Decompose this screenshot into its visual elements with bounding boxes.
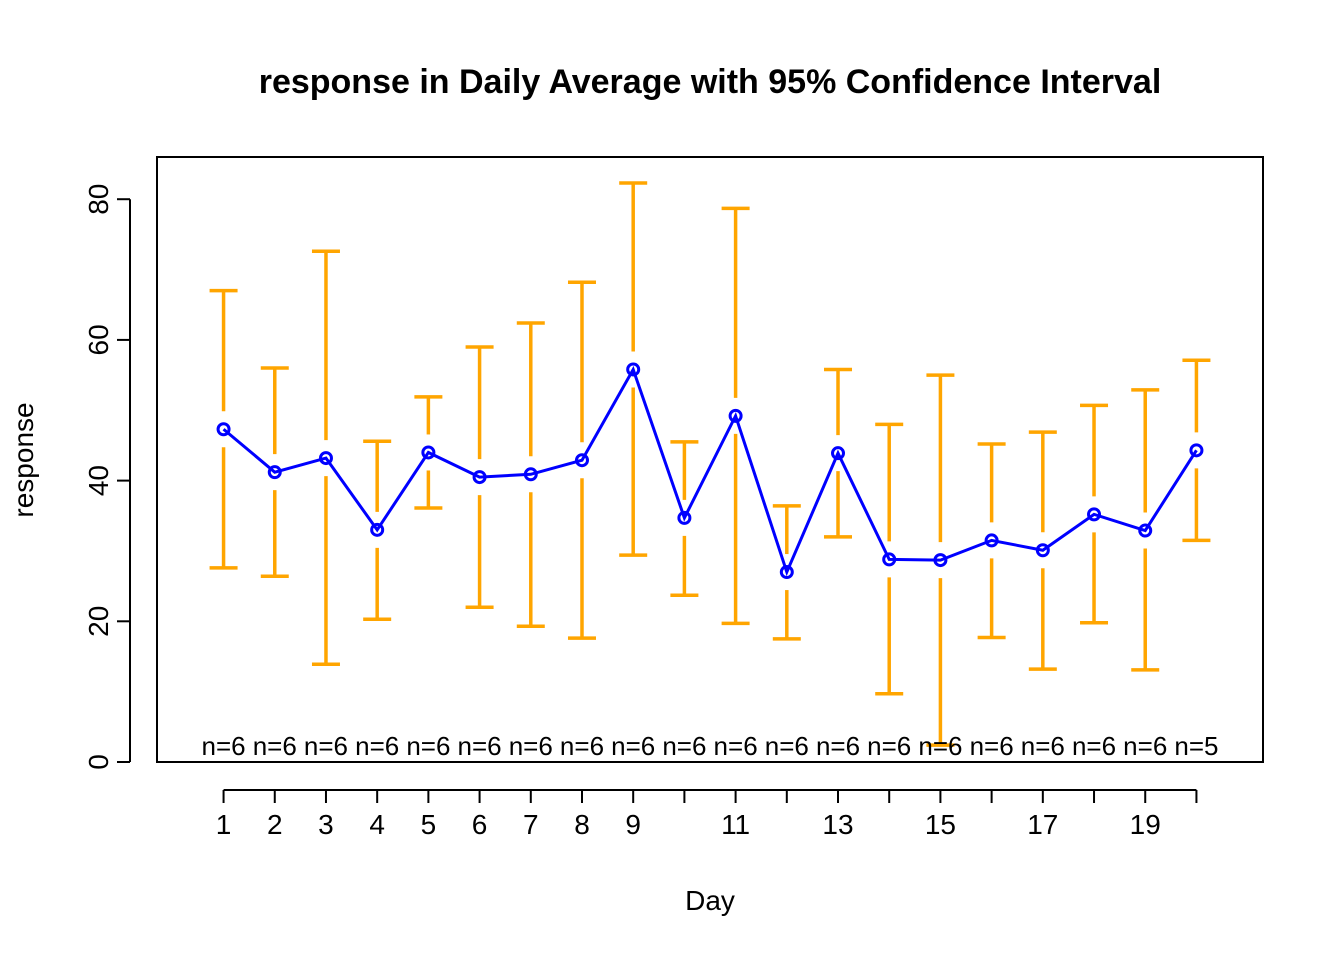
n-label: n=6 [509, 731, 553, 761]
data-point [677, 510, 692, 525]
data-point [933, 553, 948, 568]
n-label: n=6 [1021, 731, 1065, 761]
x-tick-label: 7 [523, 809, 539, 840]
plot-frame [156, 156, 1264, 763]
n-label: n=6 [867, 731, 911, 761]
series-line-group [216, 362, 1204, 580]
y-tick-label: 60 [83, 324, 114, 355]
data-point [984, 533, 999, 548]
x-tick-label: 3 [318, 809, 334, 840]
data-point [1138, 523, 1153, 538]
n-label: n=6 [714, 731, 758, 761]
data-point [1087, 507, 1102, 522]
chart-title: response in Daily Average with 95% Confi… [259, 63, 1162, 101]
x-tick-label: 2 [267, 809, 283, 840]
x-tick-label: 15 [925, 809, 956, 840]
n-label: n=5 [1174, 731, 1218, 761]
n-label: n=6 [611, 731, 655, 761]
n-label: n=6 [355, 731, 399, 761]
data-point [472, 470, 487, 485]
n-label: n=6 [458, 731, 502, 761]
data-point [523, 467, 538, 482]
x-tick-label: 19 [1130, 809, 1161, 840]
data-point [370, 522, 385, 537]
y-tick-label: 0 [83, 754, 114, 770]
y-tick-label: 20 [83, 606, 114, 637]
n-label: n=6 [406, 731, 450, 761]
n-label: n=6 [1123, 731, 1167, 761]
series-line [222, 365, 1198, 577]
data-point [882, 552, 897, 567]
data-point [267, 465, 282, 480]
y-tick-label: 40 [83, 465, 114, 496]
x-tick-label: 13 [822, 809, 853, 840]
data-point [831, 446, 846, 461]
data-point [779, 565, 794, 580]
x-axis: 1 2 3 4 5 6 7 8 9 11 13 15 17 19 [216, 789, 1198, 840]
data-point [318, 451, 333, 466]
data-point [421, 445, 436, 460]
x-tick-label: 1 [216, 809, 232, 840]
data-point [574, 453, 589, 468]
n-label: n=6 [765, 731, 809, 761]
n-label: n=6 [202, 731, 246, 761]
x-tick-label: 8 [574, 809, 590, 840]
n-label: n=6 [1072, 731, 1116, 761]
data-point [1189, 443, 1204, 458]
n-label: n=6 [253, 731, 297, 761]
data-point [626, 362, 641, 377]
n-label: n=6 [970, 731, 1014, 761]
x-tick-label: 4 [369, 809, 385, 840]
n-label: n=6 [304, 731, 348, 761]
x-tick-label: 11 [721, 809, 750, 840]
data-point [728, 408, 743, 423]
data-point [216, 422, 231, 437]
n-label: n=6 [662, 731, 706, 761]
data-point [1035, 543, 1050, 558]
n-label: n=6 [560, 731, 604, 761]
y-axis-label: response [8, 402, 39, 517]
x-tick-label: 17 [1027, 809, 1058, 840]
x-tick-label: 5 [421, 809, 437, 840]
n-label: n=6 [918, 731, 962, 761]
confidence-intervals [209, 181, 1211, 747]
x-axis-label: Day [685, 885, 735, 916]
x-tick-label: 9 [625, 809, 641, 840]
sample-size-labels: n=6 n=6 n=6 n=6 n=6 n=6 n=6 n=6 n=6 n=6 n=6 n=6 n=6 n… [202, 731, 1219, 761]
y-axis: 0 20 40 60 80 [83, 184, 131, 770]
n-label: n=6 [816, 731, 860, 761]
y-tick-label: 80 [83, 184, 114, 215]
x-tick-label: 6 [472, 809, 488, 840]
